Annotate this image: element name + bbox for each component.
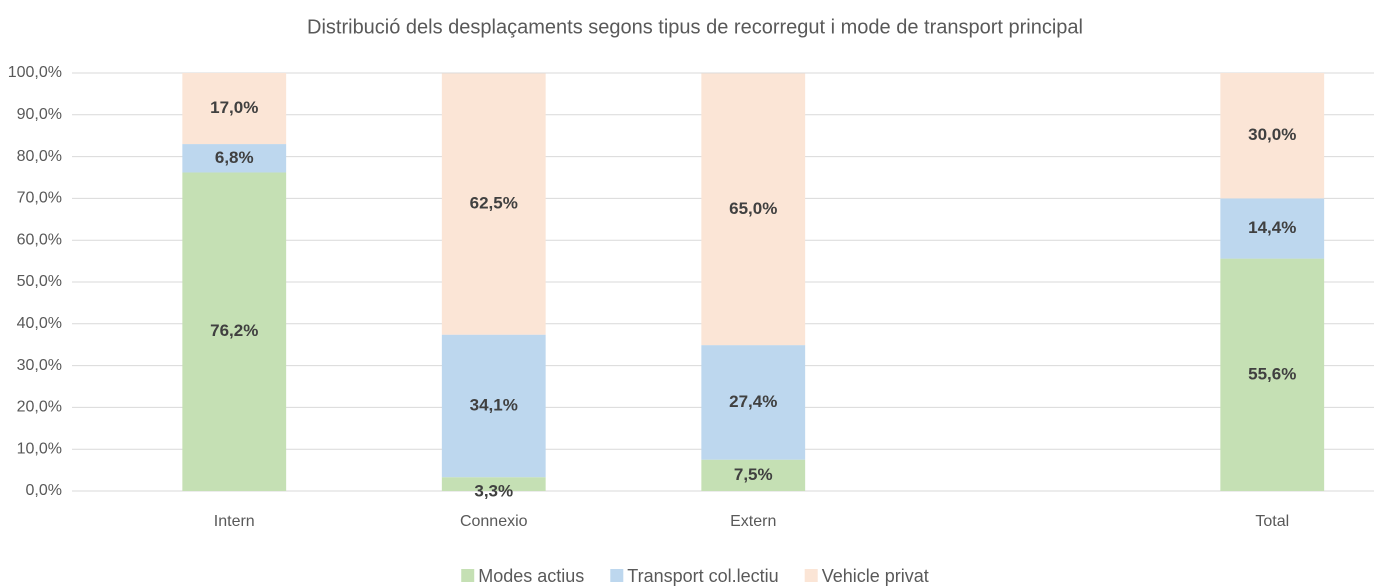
data-label: 55,6% xyxy=(1248,364,1296,383)
legend-swatch xyxy=(610,569,624,582)
y-tick-label: 20,0% xyxy=(17,399,62,416)
data-label: 6,8% xyxy=(215,148,254,167)
legend-swatch xyxy=(804,569,818,582)
bar-segment xyxy=(1220,258,1325,491)
bar-segment xyxy=(182,172,287,491)
data-label: 27,4% xyxy=(729,392,777,411)
y-tick-label: 50,0% xyxy=(17,273,62,290)
y-tick-label: 0,0% xyxy=(26,482,62,499)
legend-swatch xyxy=(461,569,475,582)
data-label: 30,0% xyxy=(1248,125,1296,144)
y-tick-label: 70,0% xyxy=(17,190,62,207)
y-tick-label: 30,0% xyxy=(17,357,62,374)
x-tick-label: Connexio xyxy=(460,513,528,530)
bar-segment xyxy=(1220,198,1325,259)
y-tick-label: 40,0% xyxy=(17,315,62,332)
data-label: 3,3% xyxy=(474,482,513,501)
chart-title: Distribució dels desplaçaments segons ti… xyxy=(307,16,1083,38)
bar-segment xyxy=(441,334,546,478)
y-tick-label: 100,0% xyxy=(8,64,62,81)
legend-label: Transport col.lectiu xyxy=(627,566,778,586)
data-label: 62,5% xyxy=(470,194,518,213)
data-label: 7,5% xyxy=(734,465,773,484)
data-label: 17,0% xyxy=(210,98,258,117)
y-tick-label: 90,0% xyxy=(17,106,62,123)
bar-segment xyxy=(441,73,546,335)
y-tick-label: 80,0% xyxy=(17,148,62,165)
bar-segment xyxy=(182,144,287,173)
bar-segment xyxy=(701,459,806,491)
bar-segment xyxy=(701,345,806,460)
x-tick-label: Intern xyxy=(214,513,255,530)
bar-segment xyxy=(182,73,287,145)
bar-segment xyxy=(1220,73,1325,199)
data-label: 76,2% xyxy=(210,321,258,340)
y-tick-label: 60,0% xyxy=(17,231,62,248)
legend-label: Vehicle privat xyxy=(822,566,929,586)
data-label: 65,0% xyxy=(729,199,777,218)
x-tick-label: Extern xyxy=(730,513,776,530)
bar-segment xyxy=(441,477,546,491)
data-label: 14,4% xyxy=(1248,218,1296,237)
y-tick-label: 10,0% xyxy=(17,440,62,457)
x-tick-label: Total xyxy=(1255,513,1289,530)
data-label: 34,1% xyxy=(470,395,518,414)
bar-segment xyxy=(701,73,806,346)
legend-label: Modes actius xyxy=(478,566,584,586)
